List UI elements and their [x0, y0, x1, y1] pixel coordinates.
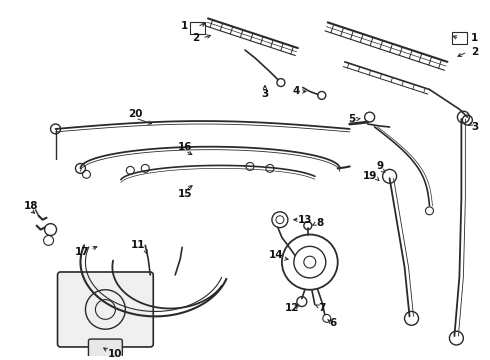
FancyBboxPatch shape	[89, 339, 122, 358]
Text: 14: 14	[269, 250, 283, 260]
Text: 20: 20	[128, 109, 143, 119]
Text: 2: 2	[471, 47, 478, 57]
Text: 15: 15	[178, 189, 193, 199]
Text: 9: 9	[376, 161, 383, 171]
Text: 16: 16	[178, 142, 193, 152]
Text: 19: 19	[363, 171, 377, 181]
Text: 5: 5	[348, 114, 355, 124]
Bar	[452, 32, 467, 44]
Text: 4: 4	[292, 86, 299, 96]
Text: 12: 12	[285, 303, 299, 314]
Text: 7: 7	[318, 303, 325, 314]
Text: 8: 8	[316, 218, 323, 228]
Text: 1: 1	[471, 33, 478, 43]
Text: 3: 3	[261, 89, 269, 99]
Text: 13: 13	[297, 215, 312, 225]
FancyBboxPatch shape	[57, 272, 153, 347]
Text: 11: 11	[131, 240, 146, 250]
Text: 10: 10	[108, 349, 122, 359]
Text: 18: 18	[24, 201, 38, 211]
Text: 6: 6	[329, 318, 336, 328]
Text: 2: 2	[193, 33, 200, 43]
Text: 17: 17	[75, 247, 90, 257]
Bar	[190, 22, 205, 34]
Text: 3: 3	[472, 122, 479, 132]
Text: 1: 1	[180, 21, 188, 31]
